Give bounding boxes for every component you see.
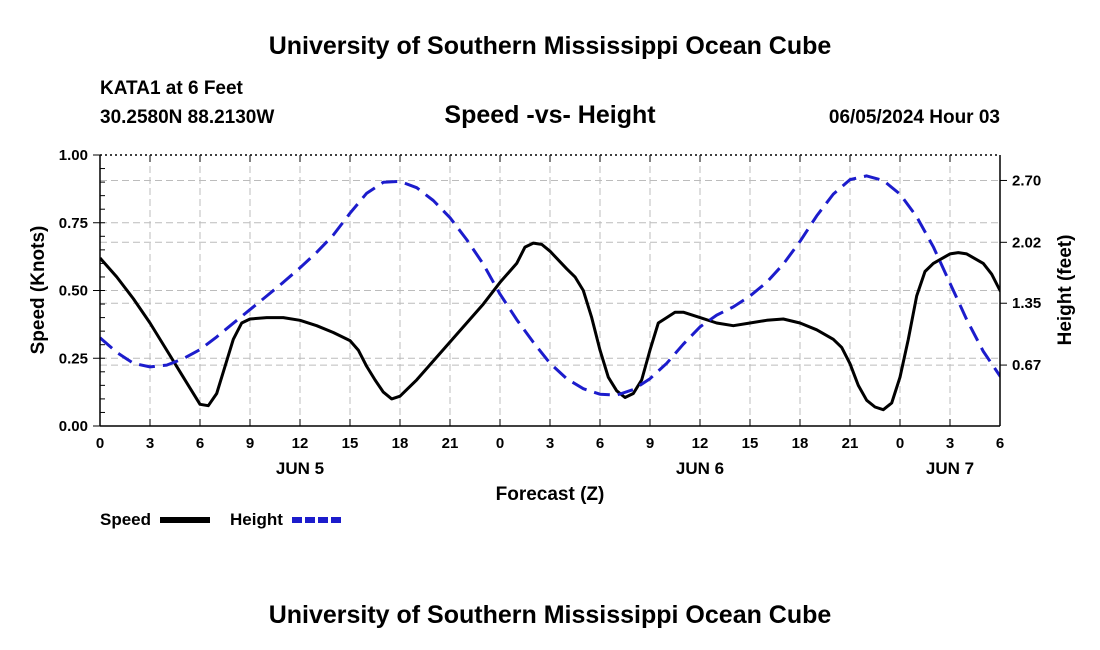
- x-tick-label: 21: [442, 435, 459, 452]
- x-tick-label: 3: [546, 435, 554, 452]
- x-tick-label: 0: [96, 435, 104, 452]
- speed-height-chart: 0 3 6 9 12 15 18 21 0 3 6 9 12 15 18 21 0 3 6 JUN 5 JUN 6 JUN…: [28, 147, 1076, 529]
- y-left-tick-label: 0.50: [59, 283, 88, 300]
- y-axis-left-title: Speed (Knots): [28, 226, 49, 355]
- forecast-datetime: 06/05/2024 Hour 03: [828, 107, 1000, 128]
- y-right-tick-label: 1.35: [1012, 295, 1041, 312]
- station-coordinates: 30.2580N 88.2130W: [100, 107, 275, 128]
- y-right-tick-label: 0.67: [1012, 357, 1041, 374]
- day-label: JUN 5: [276, 459, 324, 478]
- y-right-tick-label: 2.02: [1012, 234, 1041, 251]
- station-name: KATA1 at 6 Feet: [100, 78, 243, 99]
- x-tick-label: 18: [792, 435, 809, 452]
- x-axis-title: Forecast (Z): [496, 484, 605, 505]
- x-tick-label: 3: [146, 435, 154, 452]
- chart-title: Speed -vs- Height: [444, 101, 656, 129]
- x-tick-label: 0: [496, 435, 504, 452]
- axes: [93, 154, 1007, 427]
- x-tick-label: 6: [996, 435, 1004, 452]
- x-tick-label: 6: [196, 435, 204, 452]
- x-tick-label: 0: [896, 435, 904, 452]
- legend: Speed Height: [100, 510, 342, 529]
- x-tick-label: 9: [646, 435, 654, 452]
- x-tick-label: 21: [842, 435, 859, 452]
- x-tick-label: 18: [392, 435, 409, 452]
- day-label: JUN 6: [676, 459, 724, 478]
- x-tick-label: 12: [292, 435, 309, 452]
- y-left-tick-label: 0.75: [59, 215, 88, 232]
- x-tick-label: 3: [946, 435, 954, 452]
- x-tick-label: 15: [742, 435, 759, 452]
- x-tick-label: 15: [342, 435, 359, 452]
- day-label: JUN 7: [926, 459, 974, 478]
- legend-label-height: Height: [230, 510, 283, 529]
- x-tick-label: 6: [596, 435, 604, 452]
- x-tick-label: 12: [692, 435, 709, 452]
- footer-title: University of Southern Mississippi Ocean…: [268, 601, 832, 629]
- axis-labels: 0 3 6 9 12 15 18 21 0 3 6 9 12 15 18 21 0 3 6 JUN 5 JUN 6 JUN…: [59, 147, 1041, 478]
- y-axis-right-title: Height (feet): [1055, 235, 1076, 346]
- y-right-tick-label: 2.70: [1012, 172, 1041, 189]
- legend-label-speed: Speed: [100, 510, 151, 529]
- data-series: [100, 174, 1000, 412]
- x-tick-label: 9: [246, 435, 254, 452]
- speed-series-line: [100, 241, 1000, 412]
- y-left-tick-label: 0.00: [59, 418, 88, 435]
- page-title: University of Southern Mississippi Ocean…: [268, 32, 832, 60]
- y-left-tick-label: 1.00: [59, 147, 88, 164]
- height-series-line: [100, 174, 1000, 397]
- y-left-tick-label: 0.25: [59, 350, 88, 367]
